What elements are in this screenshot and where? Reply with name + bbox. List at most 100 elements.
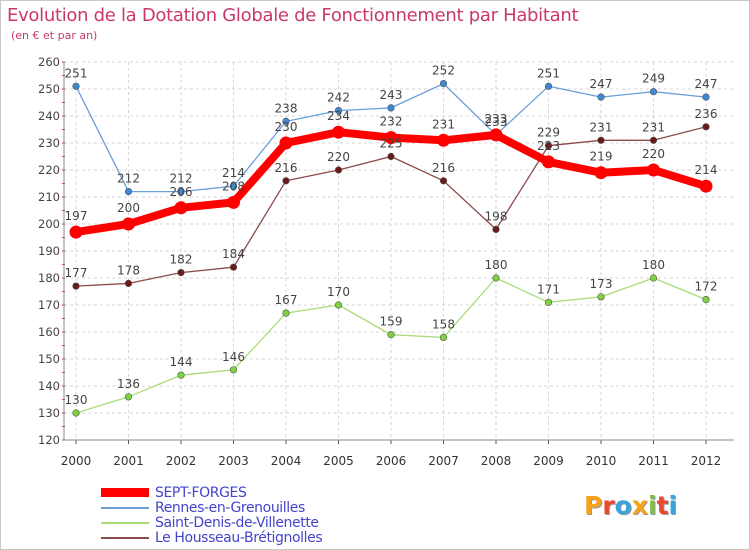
data-label-sept-forges: 219 xyxy=(590,150,613,164)
data-point-rennes-en-grenouilles xyxy=(702,93,710,101)
data-point-saint-denis-de-villenette xyxy=(124,393,133,401)
data-point-sept-forges xyxy=(227,195,240,209)
data-point-le-housseau-br-tignolles xyxy=(177,269,185,277)
x-tick-label: 2004 xyxy=(271,454,302,468)
data-point-saint-denis-de-villenette xyxy=(702,296,710,304)
data-label-le-housseau-br-tignolles: 198 xyxy=(485,209,508,223)
x-tick-label: 2003 xyxy=(218,454,249,468)
data-point-le-housseau-br-tignolles xyxy=(334,166,343,174)
legend-label: SEPT-FORGES xyxy=(155,484,247,501)
legend-item-rennes: Rennes-en-Grenouilles xyxy=(101,499,322,516)
data-label-sept-forges: 231 xyxy=(432,117,455,131)
data-point-rennes-en-grenouilles xyxy=(597,93,605,101)
data-point-rennes-en-grenouilles xyxy=(229,182,238,190)
data-label-sept-forges: 223 xyxy=(537,139,560,153)
data-label-rennes-en-grenouilles: 214 xyxy=(222,166,245,180)
data-label-sept-forges: 200 xyxy=(117,201,140,215)
data-label-le-housseau-br-tignolles: 177 xyxy=(65,266,88,280)
y-tick-label: 120 xyxy=(38,433,60,447)
y-tick-label: 220 xyxy=(38,163,60,177)
data-label-sept-forges: 206 xyxy=(170,185,193,199)
data-label-le-housseau-br-tignolles: 229 xyxy=(537,126,560,140)
data-label-sept-forges: 220 xyxy=(642,147,665,161)
y-tick-label: 140 xyxy=(38,379,60,393)
chart-title: Evolution de la Dotation Globale de Fonc… xyxy=(7,5,579,26)
x-tick-label: 2010 xyxy=(586,454,617,468)
data-point-le-housseau-br-tignolles xyxy=(702,123,710,131)
legend-item-le-housseau: Le Housseau-Brétignolles xyxy=(101,530,323,546)
series-lines xyxy=(69,79,713,417)
data-point-sept-forges xyxy=(594,166,608,180)
data-label-saint-denis-de-villenette: 146 xyxy=(222,350,245,364)
axes: 120 130 140 150 160 170 180 190 200 210 220 230 240 2… xyxy=(38,55,734,468)
data-label-sept-forges: 233 xyxy=(485,112,508,126)
data-point-le-housseau-br-tignolles xyxy=(597,136,605,144)
legend-swatch xyxy=(101,506,149,509)
data-point-rennes-en-grenouilles xyxy=(124,188,133,196)
data-point-rennes-en-grenouilles xyxy=(439,79,448,88)
data-label-le-housseau-br-tignolles: 216 xyxy=(432,161,455,175)
y-tick-label: 210 xyxy=(38,190,60,204)
data-label-sept-forges: 208 xyxy=(222,179,245,193)
y-tick-label: 160 xyxy=(38,325,60,339)
data-point-saint-denis-de-villenette xyxy=(597,293,605,301)
legend-label: Saint-Denis-de-Villenette xyxy=(155,514,319,531)
data-point-le-housseau-br-tignolles xyxy=(649,136,658,144)
data-label-le-housseau-br-tignolles: 216 xyxy=(275,161,298,175)
data-label-le-housseau-br-tignolles: 182 xyxy=(170,253,193,267)
data-point-le-housseau-br-tignolles xyxy=(72,282,80,290)
data-point-le-housseau-br-tignolles xyxy=(282,177,290,185)
y-tick-label: 200 xyxy=(38,217,60,231)
data-label-sept-forges: 197 xyxy=(65,209,88,223)
data-point-le-housseau-br-tignolles xyxy=(229,263,238,271)
data-label-saint-denis-de-villenette: 130 xyxy=(65,393,88,407)
legend-label: Rennes-en-Grenouilles xyxy=(155,499,305,516)
x-tick-label: 2002 xyxy=(166,454,197,468)
data-label-rennes-en-grenouilles: 251 xyxy=(65,66,88,80)
legend-item-sept-forges: SEPT-FORGES xyxy=(101,484,322,501)
data-point-saint-denis-de-villenette xyxy=(229,366,238,374)
data-label-le-housseau-br-tignolles: 225 xyxy=(380,137,403,151)
data-point-sept-forges xyxy=(489,128,503,142)
data-point-sept-forges xyxy=(647,163,660,177)
y-tick-label: 260 xyxy=(38,55,60,69)
x-tick-label: 2009 xyxy=(533,454,564,468)
y-tick-label: 180 xyxy=(38,271,60,285)
data-point-le-housseau-br-tignolles xyxy=(439,177,448,185)
data-point-le-housseau-br-tignolles xyxy=(492,225,500,233)
legend-item-saint-denis: Saint-Denis-de-Villenette xyxy=(101,514,322,531)
data-point-le-housseau-br-tignolles xyxy=(544,142,553,150)
data-label-sept-forges: 230 xyxy=(275,120,298,134)
x-tick-label: 2005 xyxy=(323,454,354,468)
data-label-le-housseau-br-tignolles: 231 xyxy=(590,120,613,134)
y-tick-label: 230 xyxy=(38,136,60,150)
data-label-rennes-en-grenouilles: 251 xyxy=(537,66,560,80)
data-label-le-housseau-br-tignolles: 184 xyxy=(222,247,245,261)
x-tick-label: 2000 xyxy=(61,454,92,468)
data-labels: 251 212 212 214 238 242 243 252 233 251 247 249 247 1… xyxy=(65,64,718,407)
data-point-sept-forges xyxy=(437,133,450,147)
legend-swatch xyxy=(101,488,149,497)
data-label-rennes-en-grenouilles: 212 xyxy=(117,172,140,186)
data-point-sept-forges xyxy=(699,179,713,193)
data-point-le-housseau-br-tignolles xyxy=(387,152,395,161)
data-label-saint-denis-de-villenette: 144 xyxy=(170,355,193,369)
x-tick-label: 2001 xyxy=(113,454,144,468)
y-tick-label: 240 xyxy=(38,109,60,123)
x-tick-label: 2011 xyxy=(638,454,669,468)
data-label-saint-denis-de-villenette: 180 xyxy=(485,258,508,272)
data-label-rennes-en-grenouilles: 249 xyxy=(642,72,665,86)
data-point-saint-denis-de-villenette xyxy=(177,371,185,379)
data-label-saint-denis-de-villenette: 170 xyxy=(327,285,350,299)
data-label-saint-denis-de-villenette: 136 xyxy=(117,377,140,391)
legend: SEPT-FORGES Rennes-en-Grenouilles Saint-… xyxy=(101,484,323,546)
data-label-sept-forges: 234 xyxy=(327,109,350,123)
data-point-sept-forges xyxy=(174,201,188,215)
data-label-saint-denis-de-villenette: 167 xyxy=(275,293,298,307)
proxiti-logo: Proxiti xyxy=(584,491,678,520)
data-point-sept-forges xyxy=(332,125,345,139)
data-point-rennes-en-grenouilles xyxy=(177,188,185,196)
data-label-saint-denis-de-villenette: 159 xyxy=(380,315,403,329)
data-point-sept-forges xyxy=(384,131,398,145)
